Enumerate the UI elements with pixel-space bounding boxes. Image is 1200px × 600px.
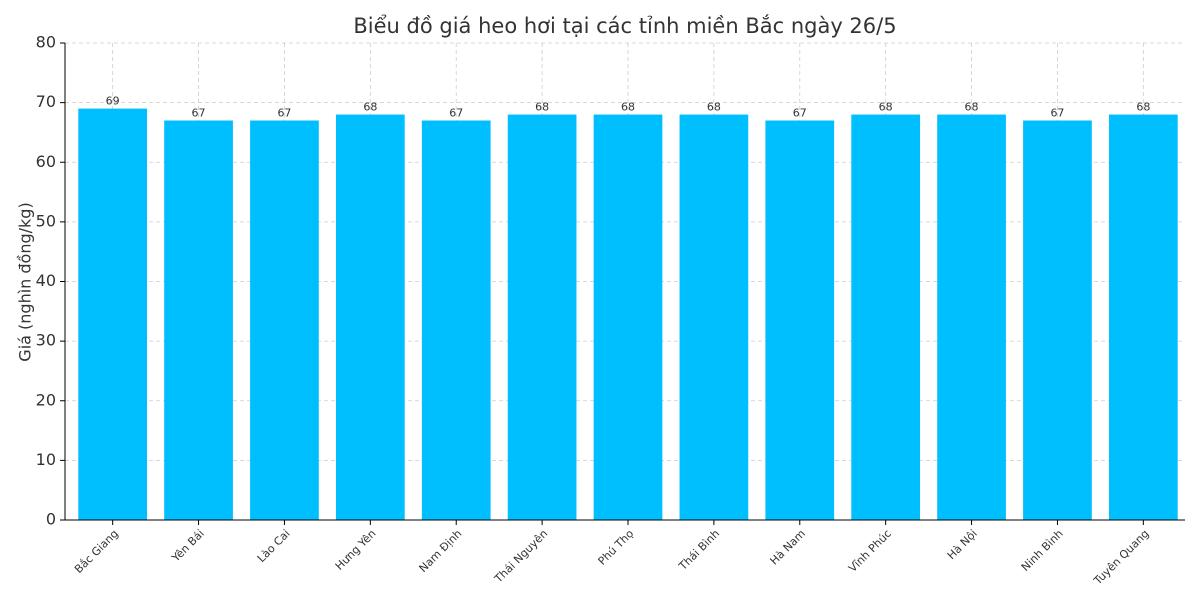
x-tick-label: Thái Nguyên — [491, 527, 550, 586]
y-tick-label: 60 — [36, 152, 56, 171]
bar — [679, 114, 749, 521]
bar — [1108, 114, 1178, 521]
x-tick-label: Phú Thọ — [596, 527, 637, 568]
bar — [851, 114, 921, 521]
data-label: 68 — [363, 101, 377, 114]
data-label: 67 — [277, 107, 291, 120]
bar — [765, 120, 835, 520]
data-label: 68 — [535, 101, 549, 114]
bar — [1023, 120, 1092, 520]
bar — [507, 114, 577, 521]
y-tick-label: 10 — [36, 450, 56, 469]
bar — [78, 108, 148, 521]
y-tick-label: 30 — [36, 331, 56, 350]
y-tick-label: 70 — [36, 92, 56, 111]
y-tick-label: 50 — [36, 211, 56, 230]
data-label: 67 — [192, 107, 206, 120]
x-tick-label: Vĩnh Phúc — [846, 527, 894, 575]
data-label: 68 — [707, 101, 721, 114]
data-label: 67 — [449, 107, 463, 120]
bar — [937, 114, 1006, 521]
data-label: 68 — [1136, 101, 1150, 114]
x-tick-label: Nam Định — [417, 527, 465, 575]
y-tick-label: 80 — [36, 33, 56, 52]
chart-title: Biểu đồ giá heo hơi tại các tỉnh miền Bắ… — [353, 14, 896, 38]
x-tick-label: Hưng Yên — [333, 527, 379, 573]
x-tick-label: Bắc Giang — [72, 527, 121, 576]
bar — [164, 120, 233, 520]
y-tick-label: 20 — [36, 390, 56, 409]
data-label: 67 — [1050, 107, 1064, 120]
data-label: 68 — [879, 101, 893, 114]
y-tick-label: 40 — [36, 271, 56, 290]
data-label: 68 — [621, 101, 635, 114]
x-tick-label: Ninh Bình — [1019, 527, 1066, 574]
x-tick-label: Lào Cai — [255, 527, 293, 565]
x-tick-label: Tuyên Quang — [1091, 527, 1152, 588]
bar — [593, 114, 663, 521]
bar — [421, 120, 491, 520]
x-tick-label: Yên Bái — [169, 527, 207, 565]
x-tick-label: Hà Nội — [945, 527, 980, 562]
bar — [335, 114, 405, 521]
bar — [250, 120, 319, 520]
data-label: 68 — [965, 101, 979, 114]
data-label: 67 — [793, 107, 807, 120]
y-axis-label: Giá (nghìn đồng/kg) — [16, 202, 35, 361]
data-label: 69 — [106, 95, 120, 108]
x-tick-label: Hà Nam — [768, 527, 808, 567]
x-tick-label: Thái Bình — [676, 527, 722, 573]
y-tick-label: 0 — [46, 510, 56, 529]
